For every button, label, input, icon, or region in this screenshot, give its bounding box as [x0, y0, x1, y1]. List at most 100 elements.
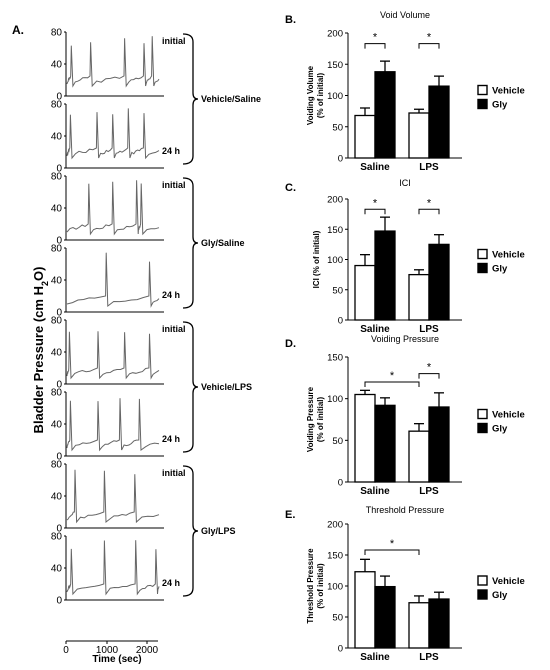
- y-axis-title-line: Voiding Pressure: [306, 386, 315, 452]
- panel-label: E.: [285, 509, 295, 521]
- bar-vehicle-lps: [408, 112, 430, 159]
- pressure-tick-label: 80: [51, 172, 63, 183]
- group-bracket: [182, 321, 199, 453]
- legend-swatch: [477, 422, 488, 434]
- group-bracket: [182, 465, 199, 597]
- y-tick-label: 150: [327, 551, 343, 562]
- pressure-trace: [66, 540, 160, 596]
- y-tick-label: 150: [327, 353, 343, 364]
- y-axis-title-line: Voiding Volume: [306, 65, 315, 125]
- significance-marker: *: [427, 32, 432, 44]
- pressure-tick-label: 0: [56, 380, 62, 391]
- panel-a-label: A.: [12, 23, 24, 37]
- bar-gly-lps: [428, 598, 450, 649]
- legend-swatch: [477, 262, 488, 274]
- pressure-tick-label: 80: [51, 532, 63, 543]
- significance-marker: *: [427, 197, 432, 209]
- trace-4-1: 80 40 0 initial: [51, 460, 186, 535]
- bar-vehicle-saline: [354, 393, 376, 483]
- trace-timepoint-label: initial: [162, 36, 186, 46]
- y-tick-label: 200: [327, 520, 343, 531]
- y-tick-label: 100: [327, 582, 343, 593]
- panel-a-y-axis-title-end: O): [31, 267, 46, 281]
- significance-bracket: [364, 381, 420, 387]
- y-tick-label: 100: [327, 255, 343, 266]
- y-tick-label: 0: [338, 154, 343, 165]
- panel-label: B.: [285, 14, 296, 26]
- group-bracket: [182, 177, 199, 309]
- trace-2-2: 80 40 0 24 h: [51, 244, 180, 319]
- pressure-tick-label: 40: [51, 492, 63, 503]
- category-label: Saline: [360, 486, 390, 497]
- pressure-tick-label: 0: [56, 92, 62, 103]
- time-axis-title: Time (sec): [92, 654, 141, 665]
- trace-3-2: 80 40 0 24 h: [51, 388, 180, 463]
- legend-label: Gly: [492, 264, 508, 275]
- y-tick-label: 0: [338, 316, 343, 327]
- pressure-tick-label: 0: [56, 236, 62, 247]
- group-bracket: [182, 33, 199, 165]
- chart-b: B. Void Volume 0 50 100 150 200 Voiding Volume(…: [285, 10, 525, 173]
- category-label: LPS: [419, 162, 439, 173]
- pressure-tick-label: 0: [56, 596, 62, 607]
- panel-a: A. Bladder Pressure (cm H2O) 80 40 0 initia…: [12, 23, 261, 665]
- y-tick-label: 150: [327, 60, 343, 71]
- trace-3-1: 80 40 0 initial: [51, 316, 186, 391]
- bar-vehicle-saline: [354, 571, 376, 649]
- pressure-tick-label: 40: [51, 132, 63, 143]
- panel-a-y-axis-title-main: Bladder Pressure (cm H: [31, 286, 46, 433]
- y-tick-label: 150: [327, 225, 343, 236]
- legend-swatch: [477, 98, 488, 110]
- trace-timepoint-label: 24 h: [162, 290, 180, 300]
- bar-vehicle-saline: [354, 114, 376, 159]
- pressure-tick-label: 80: [51, 28, 63, 39]
- pressure-trace: [66, 108, 160, 160]
- pressure-tick-label: 40: [51, 60, 63, 71]
- pressure-trace: [66, 331, 160, 380]
- significance-bracket: [418, 208, 440, 215]
- trace-timepoint-label: initial: [162, 468, 186, 478]
- legend-swatch: [477, 575, 488, 586]
- y-tick-label: 50: [332, 285, 343, 296]
- legend-swatch: [477, 248, 488, 260]
- bar-vehicle-saline: [354, 264, 376, 321]
- y-tick-label: 0: [338, 478, 343, 489]
- chart-title: ICI: [399, 178, 411, 188]
- y-tick-label: 50: [332, 436, 343, 447]
- pressure-trace: [66, 398, 160, 452]
- pressure-tick-label: 0: [56, 308, 62, 319]
- category-label: LPS: [419, 486, 439, 497]
- pressure-tick-label: 80: [51, 460, 63, 471]
- trace-1-1: 80 40 0 initial: [51, 28, 186, 103]
- y-tick-label: 50: [332, 122, 343, 133]
- group-label: Vehicle/LPS: [201, 382, 252, 392]
- category-label: LPS: [419, 652, 439, 663]
- bar-gly-lps: [428, 406, 450, 483]
- time-tick-label: 0: [63, 645, 69, 656]
- bar-vehicle-lps: [408, 602, 430, 649]
- chart-c: C. ICI 0 50 100 150 200 ICI (% of initial) Salin…: [285, 178, 525, 335]
- legend-label: Vehicle: [492, 250, 525, 261]
- legend-label: Vehicle: [492, 576, 525, 587]
- y-tick-label: 200: [327, 29, 343, 40]
- chart-d: D. Voiding Pressure 0 50 100 150 Voiding Press…: [285, 334, 525, 497]
- chart-e: E. Threshold Pressure 0 50 100 150 200 Threshol…: [285, 505, 525, 663]
- bar-gly-lps: [428, 85, 450, 159]
- trace-2-1: 80 40 0 initial: [51, 172, 186, 247]
- y-axis-title-line: (% of initial): [316, 73, 325, 119]
- bar-gly-saline: [374, 71, 396, 159]
- pressure-tick-label: 80: [51, 316, 63, 327]
- bar-gly-saline: [374, 585, 396, 649]
- legend-label: Gly: [492, 100, 508, 111]
- pressure-tick-label: 80: [51, 388, 63, 399]
- significance-bracket: [364, 43, 386, 49]
- category-label: Saline: [360, 652, 390, 663]
- pressure-tick-label: 0: [56, 452, 62, 463]
- pressure-trace: [66, 252, 160, 308]
- panel-a-y-axis-title-sub: 2: [40, 281, 50, 286]
- legend-label: Gly: [492, 424, 508, 435]
- pressure-tick-label: 0: [56, 164, 62, 175]
- y-tick-label: 100: [327, 91, 343, 102]
